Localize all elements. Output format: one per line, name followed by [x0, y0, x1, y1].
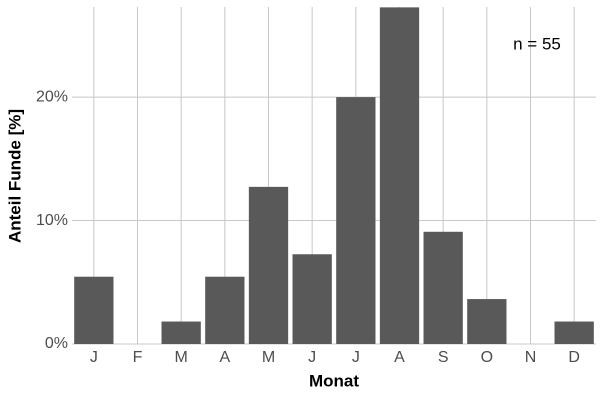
x-tick-label: S: [438, 349, 449, 366]
bar: [74, 276, 114, 344]
y-axis-title: Anteil Funde [%]: [5, 109, 24, 243]
bar: [292, 254, 332, 344]
x-tick-label: M: [262, 349, 275, 366]
bar: [379, 7, 420, 344]
x-tick-label: J: [352, 349, 360, 366]
bar: [205, 276, 245, 344]
x-axis-title: Monat: [309, 371, 359, 390]
x-tick-label: M: [175, 349, 188, 366]
y-tick-label: 20%: [36, 88, 68, 105]
y-tick-label: 0%: [45, 335, 68, 352]
x-tick-label: D: [568, 349, 580, 366]
x-tick-label: J: [308, 349, 316, 366]
y-tick-label: 10%: [36, 212, 68, 229]
bar: [248, 186, 289, 344]
annotation: n = 55: [513, 34, 561, 53]
x-tick-label: A: [394, 349, 405, 366]
bar: [161, 321, 201, 344]
x-tick-label: F: [133, 349, 143, 366]
x-tick-label: O: [481, 349, 493, 366]
bar: [554, 321, 594, 344]
bar: [467, 299, 507, 344]
bar: [423, 231, 463, 344]
x-tick-label: A: [219, 349, 230, 366]
x-tick-label: N: [525, 349, 537, 366]
x-tick-label: J: [90, 349, 98, 366]
bar: [336, 97, 376, 344]
